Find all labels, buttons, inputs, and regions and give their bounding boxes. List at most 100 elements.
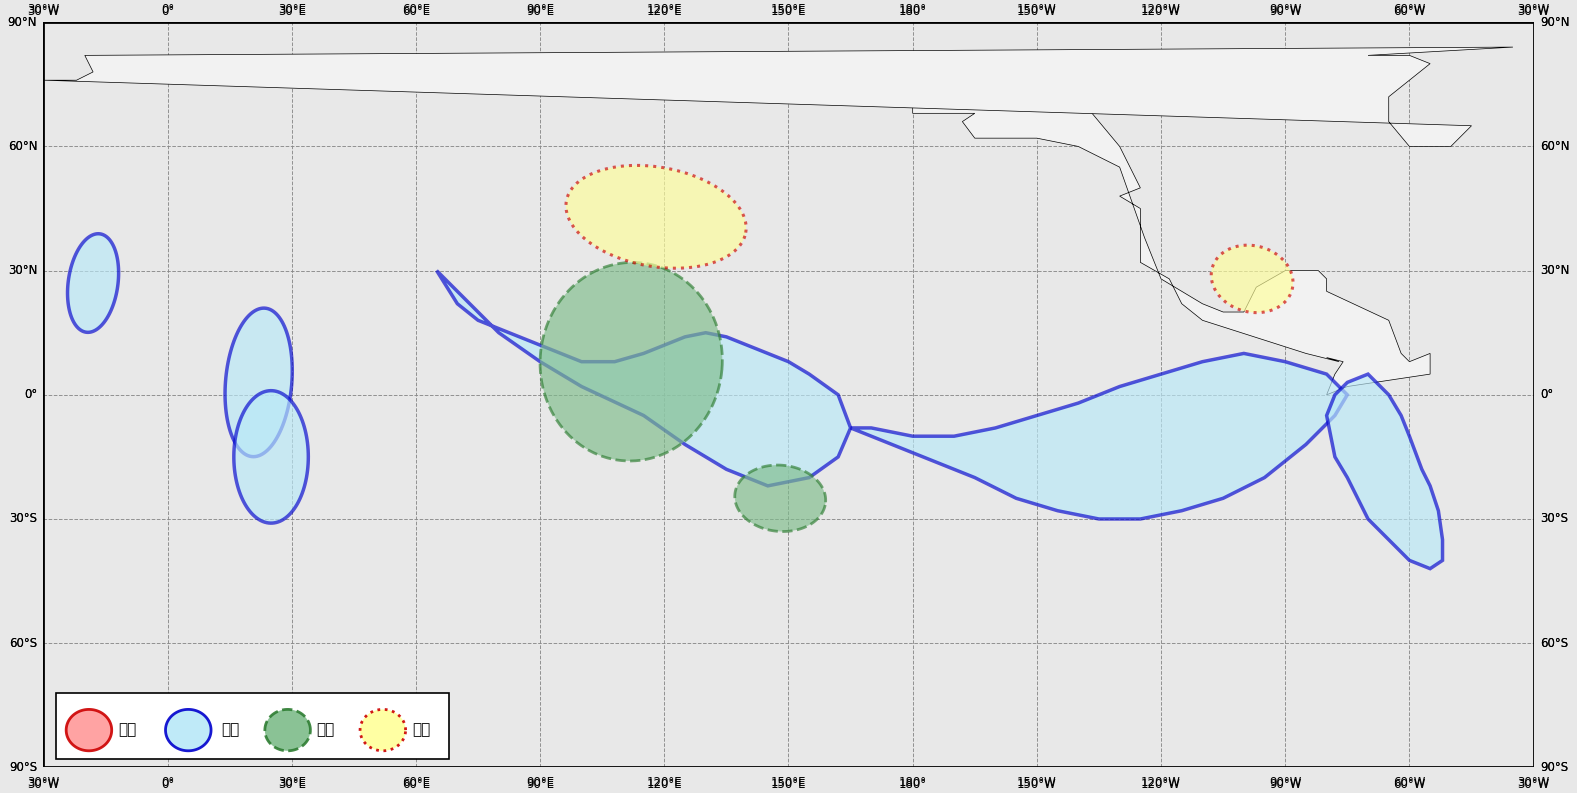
Text: 180°: 180° [899,3,927,16]
Polygon shape [850,354,1347,519]
Text: 30°W: 30°W [1517,778,1550,791]
Text: 30°W: 30°W [1517,5,1550,18]
Text: 150°E: 150°E [771,778,806,791]
Text: 60°W: 60°W [1392,3,1426,16]
Text: 低温: 低温 [221,722,240,737]
Polygon shape [1211,245,1293,312]
Text: 30°W: 30°W [1517,776,1550,788]
Text: 30°N: 30°N [1539,264,1569,277]
Text: 60°E: 60°E [402,776,431,788]
Text: 30°E: 30°E [278,776,306,788]
Polygon shape [913,97,1430,395]
Text: 30°S: 30°S [1539,512,1568,526]
Text: 120°E: 120°E [647,3,683,16]
Text: 60°E: 60°E [402,3,431,16]
Text: 60°S: 60°S [1539,637,1568,649]
Polygon shape [539,262,722,461]
Text: 30°E: 30°E [278,778,306,791]
Text: 0°: 0° [161,778,173,791]
Text: 30°W: 30°W [27,778,60,791]
Text: 90°W: 90°W [1269,778,1301,791]
Text: 120°W: 120°W [1142,776,1181,788]
Text: 90°N: 90°N [1539,16,1569,29]
Text: 30°N: 30°N [1539,264,1569,277]
Text: 60°S: 60°S [9,637,38,649]
Text: 90°E: 90°E [527,5,554,18]
Text: 30°S: 30°S [9,512,38,526]
Text: 150°W: 150°W [1017,5,1057,18]
Text: 90°W: 90°W [1269,776,1301,788]
Text: 0°: 0° [161,5,173,18]
Text: 120°E: 120°E [647,5,683,18]
Text: 30°W: 30°W [27,776,60,788]
Text: 150°E: 150°E [771,5,806,18]
Text: 30°S: 30°S [1539,512,1568,526]
Text: 90°S: 90°S [9,760,38,774]
Text: 60°W: 60°W [1392,778,1426,791]
Polygon shape [166,710,211,751]
Text: 高温: 高温 [118,722,136,737]
Text: 90°N: 90°N [8,16,38,29]
Text: 少雨: 少雨 [412,722,431,737]
Text: 150°E: 150°E [771,776,806,788]
Text: 150°W: 150°W [1017,776,1057,788]
Text: 60°N: 60°N [8,140,38,153]
Text: 0°: 0° [161,776,173,788]
Text: 30°N: 30°N [8,264,38,277]
Polygon shape [265,710,311,751]
Text: 60°S: 60°S [9,637,38,649]
Text: 60°S: 60°S [1539,637,1568,649]
FancyBboxPatch shape [55,693,449,759]
Text: 60°W: 60°W [1392,776,1426,788]
Text: 90°N: 90°N [8,16,38,29]
Polygon shape [66,710,112,751]
Text: 30°S: 30°S [9,512,38,526]
Text: 30°N: 30°N [8,264,38,277]
Text: 150°W: 150°W [1017,778,1057,791]
Text: 150°W: 150°W [1017,3,1057,16]
Text: 60°E: 60°E [402,5,431,18]
Text: 60°N: 60°N [1539,140,1569,153]
Polygon shape [44,47,1512,147]
Text: 60°E: 60°E [402,778,431,791]
Text: 30°E: 30°E [278,3,306,16]
Text: 30°W: 30°W [27,3,60,16]
Text: 150°E: 150°E [771,3,806,16]
Text: 多雨: 多雨 [317,722,334,737]
Text: 60°W: 60°W [1392,5,1426,18]
Text: 90°E: 90°E [527,776,554,788]
Polygon shape [1326,374,1443,569]
Text: 30°W: 30°W [1517,3,1550,16]
Text: 0°: 0° [24,389,38,401]
Text: 0°: 0° [1539,389,1553,401]
Text: 30°W: 30°W [27,5,60,18]
Polygon shape [233,391,309,523]
Text: 90°S: 90°S [1539,760,1568,774]
Polygon shape [566,166,746,268]
Polygon shape [735,465,826,531]
Text: 90°E: 90°E [527,778,554,791]
Text: 90°W: 90°W [1269,3,1301,16]
Polygon shape [226,308,292,457]
Text: 90°S: 90°S [9,760,38,774]
Text: 180°: 180° [899,778,927,791]
Text: 120°W: 120°W [1142,5,1181,18]
Text: 180°: 180° [899,5,927,18]
Text: 120°W: 120°W [1142,3,1181,16]
Polygon shape [437,270,850,486]
Text: 90°W: 90°W [1269,5,1301,18]
Text: 60°N: 60°N [8,140,38,153]
Polygon shape [68,234,118,332]
Polygon shape [360,710,405,751]
Text: 0°: 0° [24,389,38,401]
Text: 30°E: 30°E [278,5,306,18]
Text: 90°S: 90°S [1539,760,1568,774]
Text: 60°N: 60°N [1539,140,1569,153]
Text: 120°E: 120°E [647,778,683,791]
Text: 0°: 0° [1539,389,1553,401]
Text: 90°N: 90°N [1539,16,1569,29]
Text: 120°E: 120°E [647,776,683,788]
Text: 120°W: 120°W [1142,778,1181,791]
Text: 90°E: 90°E [527,3,554,16]
Text: 180°: 180° [899,776,927,788]
